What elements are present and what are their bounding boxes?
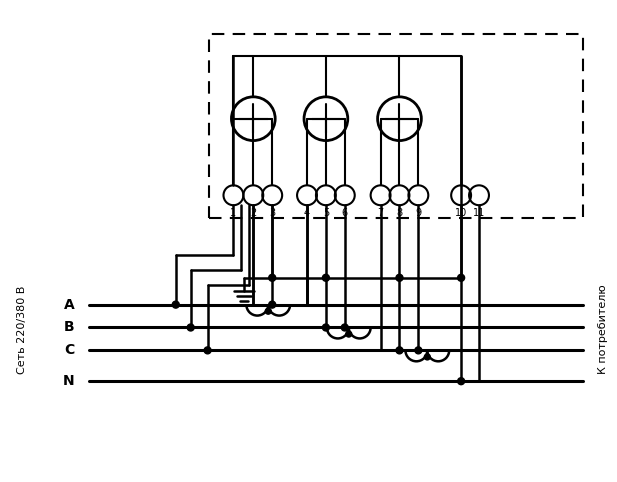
Circle shape xyxy=(424,354,430,360)
Circle shape xyxy=(323,324,329,331)
Text: 6: 6 xyxy=(342,208,348,218)
Circle shape xyxy=(265,308,271,314)
Circle shape xyxy=(396,274,403,281)
Text: 5: 5 xyxy=(323,208,329,218)
Text: 1: 1 xyxy=(230,208,236,218)
Text: A: A xyxy=(64,297,75,312)
Circle shape xyxy=(458,378,465,385)
Text: 10: 10 xyxy=(455,208,467,218)
Circle shape xyxy=(458,274,465,281)
Circle shape xyxy=(172,301,180,308)
Text: К потребителю: К потребителю xyxy=(598,285,608,375)
Text: 2: 2 xyxy=(251,208,257,218)
Text: Сеть 220/380 В: Сеть 220/380 В xyxy=(17,285,27,374)
Circle shape xyxy=(269,274,276,281)
Circle shape xyxy=(204,347,211,354)
Circle shape xyxy=(396,347,403,354)
Circle shape xyxy=(341,324,348,331)
Text: N: N xyxy=(63,374,75,388)
Text: 4: 4 xyxy=(304,208,310,218)
Circle shape xyxy=(323,274,329,281)
Circle shape xyxy=(269,301,276,308)
Text: 11: 11 xyxy=(473,208,485,218)
Circle shape xyxy=(346,331,352,337)
Circle shape xyxy=(187,324,194,331)
Text: 8: 8 xyxy=(396,208,402,218)
Text: C: C xyxy=(64,343,75,357)
Text: 7: 7 xyxy=(378,208,384,218)
Text: 3: 3 xyxy=(269,208,275,218)
Circle shape xyxy=(415,347,422,354)
Text: 9: 9 xyxy=(415,208,421,218)
Text: B: B xyxy=(64,321,75,335)
